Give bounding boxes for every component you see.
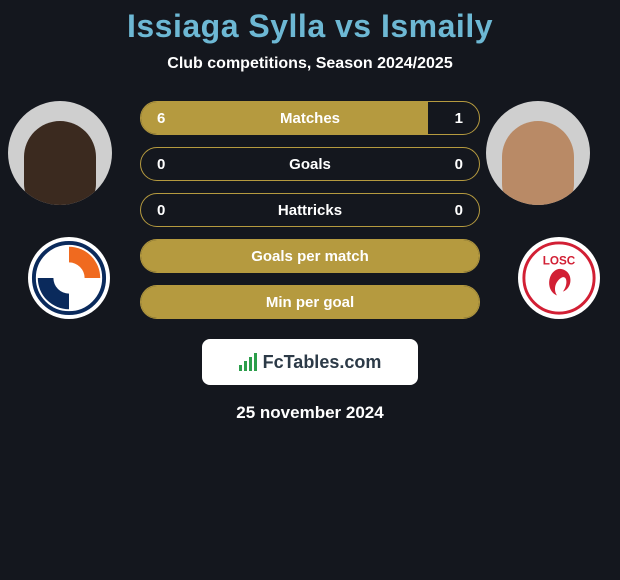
montpellier-crest-icon: [30, 239, 108, 317]
stat-row: Min per goal: [140, 285, 480, 319]
stat-row: 6 Matches 1: [140, 101, 480, 135]
player-photo-left: [8, 101, 112, 205]
comparison-card: Issiaga Sylla vs Ismaily Club competitio…: [0, 0, 620, 423]
player-photo-right: [486, 101, 590, 205]
stat-label: Goals: [289, 156, 331, 173]
player-silhouette-icon: [502, 121, 574, 205]
club-logo-left: [28, 237, 110, 319]
stats-area: LOSC 6 Matches 1 0 Goals 0 0 Hattricks 0 Goals pe…: [0, 101, 620, 319]
stat-value-right: 0: [455, 202, 463, 219]
stat-value-left: 6: [157, 110, 165, 127]
stat-label: Hattricks: [278, 202, 342, 219]
stat-label: Matches: [280, 110, 340, 127]
player-silhouette-icon: [24, 121, 96, 205]
club-logo-right: LOSC: [518, 237, 600, 319]
brand-pill[interactable]: FcTables.com: [202, 339, 418, 385]
stat-value-right: 0: [455, 156, 463, 173]
subtitle: Club competitions, Season 2024/2025: [167, 55, 452, 73]
stat-value-right: 1: [455, 110, 463, 127]
stat-value-left: 0: [157, 202, 165, 219]
stat-row: Goals per match: [140, 239, 480, 273]
brand-label: FcTables.com: [263, 352, 382, 373]
stat-row: 0 Goals 0: [140, 147, 480, 181]
svg-text:LOSC: LOSC: [543, 254, 576, 267]
page-title: Issiaga Sylla vs Ismaily: [127, 8, 493, 45]
brand-bars-icon: [239, 353, 257, 371]
stat-value-left: 0: [157, 156, 165, 173]
date-label: 25 november 2024: [236, 403, 383, 423]
stat-label: Goals per match: [251, 248, 369, 265]
stat-label: Min per goal: [266, 294, 354, 311]
stat-bars: 6 Matches 1 0 Goals 0 0 Hattricks 0 Goals per mat…: [140, 101, 480, 319]
losc-crest-icon: LOSC: [520, 239, 598, 317]
stat-row: 0 Hattricks 0: [140, 193, 480, 227]
